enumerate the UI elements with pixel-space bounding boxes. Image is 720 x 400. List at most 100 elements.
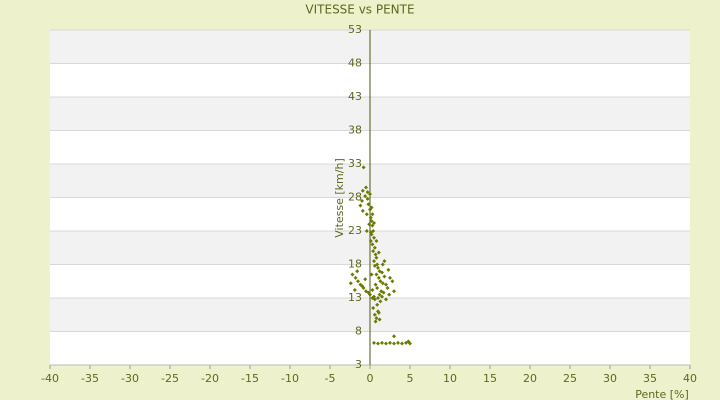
point <box>364 229 369 233</box>
point <box>368 192 372 197</box>
point <box>384 297 388 302</box>
point <box>381 290 386 295</box>
point <box>374 316 379 321</box>
point <box>373 319 378 324</box>
x-tick-label: -40 <box>41 372 59 385</box>
y-tick-label: 3 <box>355 358 362 371</box>
y-tick-label: 8 <box>355 325 362 338</box>
point <box>374 255 379 260</box>
point <box>376 310 381 315</box>
point <box>365 196 370 201</box>
y-tick-label: 28 <box>348 191 362 204</box>
point <box>382 259 387 264</box>
y-axis-title: Vitesse [km/h] <box>333 158 346 238</box>
point <box>364 212 369 217</box>
x-tick-label: -25 <box>161 372 179 385</box>
x-tick-label: -15 <box>241 372 259 385</box>
point <box>356 279 360 284</box>
point <box>376 265 380 270</box>
point <box>368 230 373 235</box>
y-tick-label: 48 <box>348 57 362 70</box>
point <box>352 287 357 292</box>
point <box>353 275 358 280</box>
y-tick-label: 43 <box>348 90 362 103</box>
point <box>384 341 388 346</box>
point <box>372 235 376 240</box>
y-tick-label: 53 <box>348 23 362 36</box>
point <box>376 296 380 300</box>
grid <box>49 29 691 369</box>
point <box>370 287 375 292</box>
point <box>384 282 388 287</box>
y-tick-label: 18 <box>348 258 362 271</box>
point <box>376 275 381 280</box>
point <box>373 282 378 287</box>
point <box>368 292 372 297</box>
point <box>370 242 375 247</box>
y-tick-label: 13 <box>348 291 362 304</box>
point <box>386 267 391 272</box>
point <box>408 341 412 346</box>
point <box>388 275 392 280</box>
point <box>387 292 392 297</box>
point <box>376 341 380 346</box>
x-tick-label: 40 <box>683 372 697 385</box>
point <box>364 185 368 190</box>
point <box>388 340 392 345</box>
x-tick-label: -10 <box>281 372 299 385</box>
point <box>385 285 390 290</box>
x-tick-label: 5 <box>407 372 414 385</box>
point <box>372 312 377 317</box>
y-tick-label: 38 <box>348 124 362 137</box>
points <box>348 165 412 346</box>
point <box>380 340 384 345</box>
point <box>392 289 396 294</box>
point <box>360 283 364 288</box>
point <box>380 294 384 299</box>
point <box>376 250 381 255</box>
point <box>369 218 374 223</box>
x-tick-label: 15 <box>483 372 497 385</box>
point <box>370 223 375 228</box>
x-tick-label: -35 <box>81 372 99 385</box>
y-tick-label: 33 <box>348 157 362 170</box>
point <box>377 317 382 322</box>
x-axis-title: Pente [%] <box>635 388 689 400</box>
point <box>372 263 377 268</box>
point <box>380 270 384 275</box>
x-tick-label: 30 <box>603 372 617 385</box>
point <box>382 274 387 279</box>
point <box>370 212 375 217</box>
x-tick-label: 25 <box>563 372 577 385</box>
point <box>348 281 353 286</box>
point <box>372 245 377 250</box>
point <box>392 341 396 346</box>
x-tick-label: 0 <box>367 372 374 385</box>
x-tick-label: -30 <box>121 372 139 385</box>
point <box>368 215 373 220</box>
point <box>375 302 380 307</box>
point <box>372 220 376 225</box>
x-tick-label: -5 <box>325 372 336 385</box>
point <box>371 249 376 254</box>
x-tick-label: 35 <box>643 372 657 385</box>
point <box>369 272 374 277</box>
point <box>390 279 395 284</box>
point <box>378 299 383 304</box>
x-tick-label: -20 <box>201 372 219 385</box>
x-tick-label: 10 <box>443 372 457 385</box>
point <box>363 194 368 199</box>
point <box>372 340 376 345</box>
point <box>377 292 382 297</box>
point <box>368 239 373 244</box>
point <box>367 222 372 227</box>
point <box>374 272 379 277</box>
point <box>400 341 404 346</box>
point <box>360 188 365 193</box>
point <box>373 252 378 257</box>
point <box>363 277 368 282</box>
chart-title: VITESSE vs PENTE <box>305 3 414 17</box>
point <box>392 334 396 339</box>
